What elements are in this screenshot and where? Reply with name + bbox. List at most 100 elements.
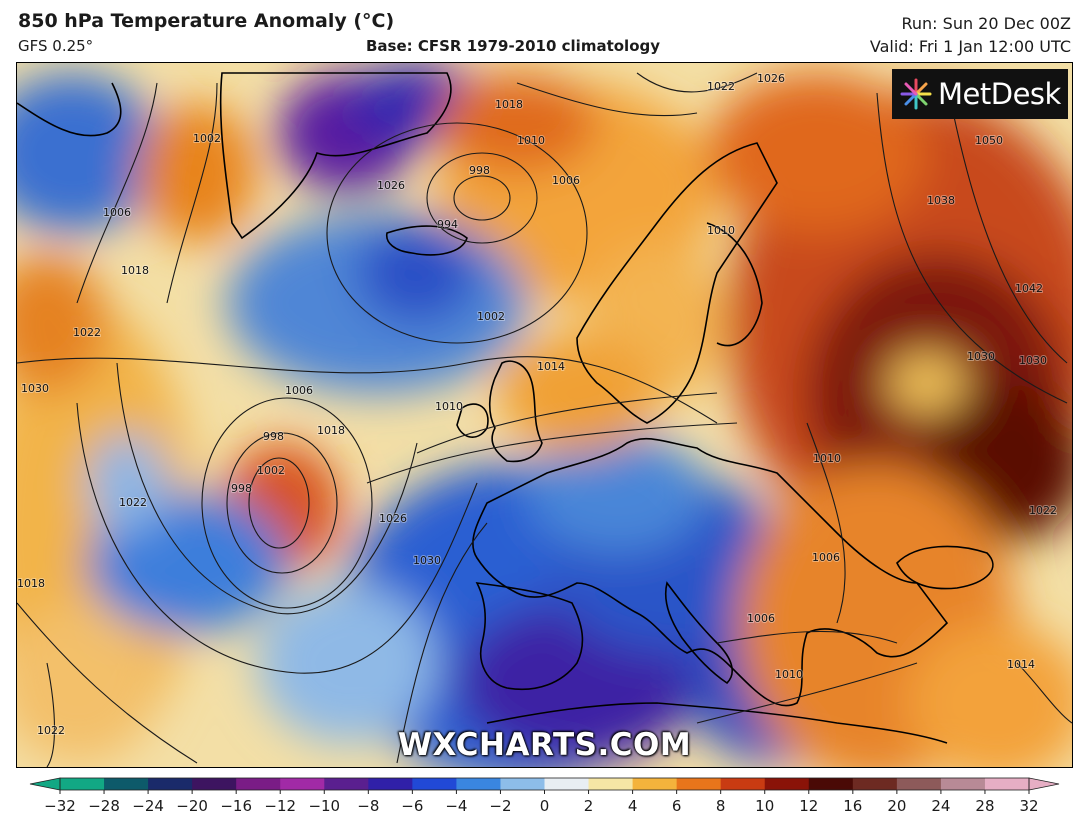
colorbar-tick-label: −6 — [401, 797, 423, 815]
isobar-line — [17, 356, 718, 424]
colorbar-tick-label: 6 — [672, 797, 682, 815]
colorbar-tick-label: 10 — [755, 797, 774, 815]
colorbar-tick-label: 20 — [887, 797, 906, 815]
climatology-base-label: Base: CFSR 1979-2010 climatology — [366, 37, 661, 55]
isobar-line — [416, 392, 718, 454]
colorbar-segment — [852, 778, 898, 790]
isobar-label: 1022 — [707, 80, 735, 93]
anomaly-map[interactable]: 1022 1026 1018 1002 1010 1006 998 994 1010 1022 10… — [16, 62, 1073, 768]
colorbar-max-extension — [1028, 777, 1060, 791]
isobar-label: 1002 — [257, 464, 285, 477]
isobar-label: 1018 — [121, 264, 149, 277]
isobar-line — [696, 662, 918, 724]
colorbar-segment — [236, 778, 281, 790]
colorbar-tick-label: −8 — [357, 797, 379, 815]
isobar-label: 1022 — [119, 496, 147, 509]
greenland-coast — [219, 72, 452, 240]
logo-text: MetDesk — [938, 77, 1061, 111]
colorbar-segment — [324, 778, 369, 790]
colorbar-segment — [148, 778, 193, 790]
colorbar-segment — [720, 778, 766, 790]
metdesk-burst-icon — [900, 78, 932, 110]
colorbar-tick-label: 16 — [843, 797, 862, 815]
colorbar-tick-label: −4 — [445, 797, 467, 815]
isobar-label: 1030 — [1019, 354, 1047, 367]
isobar-label: 1038 — [927, 194, 955, 207]
isobar-label: 1002 — [193, 132, 221, 145]
isobar-line — [248, 457, 310, 549]
colorbar-segment — [984, 778, 1030, 790]
isobar-line — [326, 122, 588, 344]
scandinavia-coast — [576, 142, 778, 424]
coastlines — [17, 72, 994, 744]
isobar-line — [76, 402, 478, 674]
colorbar-segment — [60, 778, 105, 790]
isobar-label: 998 — [469, 164, 490, 177]
isobar-label: 1026 — [377, 179, 405, 192]
colorbar-tick-label: 28 — [975, 797, 994, 815]
black-sea-coast — [896, 545, 994, 590]
chart-title: 850 hPa Temperature Anomaly (°C) — [18, 10, 395, 32]
anomaly-field — [17, 63, 1072, 767]
colorbar-segment — [456, 778, 502, 790]
colorbar-segment — [500, 778, 546, 790]
isobar-line — [201, 397, 373, 609]
colorbar-segment — [544, 778, 590, 790]
isobar-label: 1014 — [1007, 658, 1035, 671]
metdesk-logo: MetDesk — [892, 69, 1068, 119]
colorbar-segment — [412, 778, 458, 790]
isobar-label: 1006 — [103, 206, 131, 219]
isobar-label: 1030 — [21, 382, 49, 395]
isobar-label: 1010 — [813, 452, 841, 465]
isobar-label: 1006 — [285, 384, 313, 397]
colorbar-tick-label: −20 — [176, 797, 208, 815]
isobar-label: 1042 — [1015, 282, 1043, 295]
isobar-line — [636, 72, 758, 93]
colorbar-min-extension — [29, 777, 61, 791]
watermark: WXCHARTS.COM — [397, 727, 692, 763]
britain-coast — [488, 360, 543, 463]
colorbar-tick-label: −16 — [220, 797, 252, 815]
colorbar-tick-label: 12 — [799, 797, 818, 815]
colorbar-segment — [104, 778, 149, 790]
colorbar-segments — [29, 777, 1060, 791]
colorbar-segment — [280, 778, 325, 790]
isobar-label: 1030 — [967, 350, 995, 363]
north-africa-coast — [486, 702, 948, 744]
isobar-label: 1030 — [413, 554, 441, 567]
iberia-coast — [475, 582, 584, 691]
italy-coast — [664, 581, 733, 685]
colorbar-tick-label: −32 — [44, 797, 76, 815]
isobar-label: 1018 — [495, 98, 523, 111]
isobar-line — [946, 82, 1068, 364]
iceland-coast — [386, 225, 468, 256]
isobar-label: 1050 — [975, 134, 1003, 147]
colorbar-tick-label: −2 — [489, 797, 511, 815]
colorbar-segment — [632, 778, 678, 790]
valid-time-label: Valid: Fri 1 Jan 12:00 UTC — [869, 37, 1071, 56]
isobar-label: 1006 — [552, 174, 580, 187]
isobar-line — [17, 602, 198, 764]
colorbar-tick-label: 32 — [1019, 797, 1038, 815]
model-label: GFS 0.25° — [18, 37, 94, 55]
colorbar-segment — [676, 778, 722, 790]
isobars — [17, 72, 1072, 767]
colorbar-tick-label: 2 — [584, 797, 594, 815]
isobar-line — [516, 82, 698, 117]
colorbar-tick-label: −12 — [264, 797, 296, 815]
europe-coast — [472, 437, 949, 707]
colorbar-segment — [940, 778, 986, 790]
canada-coast — [17, 82, 122, 137]
isobar-line — [426, 152, 538, 244]
isobar-labels: 1022 1026 1018 1002 1010 1006 998 994 1010 1022 10… — [17, 71, 1058, 738]
isobar-label: 998 — [263, 430, 284, 443]
isobar-line — [116, 362, 418, 615]
isobar-line — [166, 82, 218, 304]
isobar-label: 1014 — [537, 360, 565, 373]
isobar-label: 1026 — [379, 512, 407, 525]
isobar-line — [366, 422, 738, 484]
isobar-label: 1018 — [17, 577, 45, 590]
finland-coast — [706, 222, 763, 347]
colorbar-tick-label: 24 — [931, 797, 950, 815]
isobar-label: 1010 — [775, 668, 803, 681]
